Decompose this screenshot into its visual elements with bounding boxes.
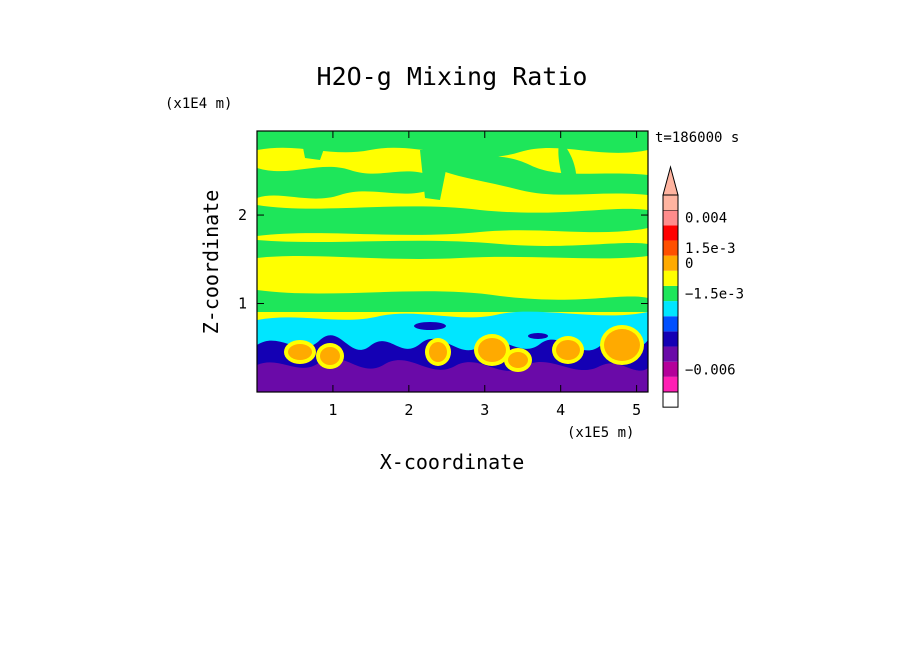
contour-blob <box>508 352 528 368</box>
plot-frame <box>256 130 649 393</box>
colorbar-swatch <box>663 285 678 302</box>
colorbar-label: 1.5e-3 <box>685 241 736 257</box>
x-tick-label: 1 <box>328 401 337 419</box>
contour-band-purple <box>257 358 648 392</box>
colorbar-swatch <box>663 361 678 377</box>
contour-band-green <box>440 150 648 195</box>
x-tick-label: 4 <box>556 401 565 419</box>
x-axis-unit: (x1E5 m) <box>567 425 634 441</box>
colorbar-arrow <box>662 165 679 196</box>
contour-band-green <box>300 132 330 160</box>
colorbar-outline <box>662 194 679 393</box>
colorbar-label: −1.5e-3 <box>685 287 744 303</box>
contour-blob <box>429 342 447 362</box>
y-tick-label: 1 <box>238 295 247 313</box>
colorbar: 0.004 1.5e-30 −1.5e-3 −0.006 <box>662 165 744 408</box>
contour-band-green <box>257 240 648 259</box>
colorbar-label: 0.004 <box>685 211 727 227</box>
contour-band-green <box>257 166 430 199</box>
contour-band-blue <box>414 322 446 330</box>
colorbar-swatch <box>663 346 678 362</box>
y-axis-unit: (x1E4 m) <box>165 96 232 112</box>
x-tick-label: 3 <box>480 401 489 419</box>
contour-band-green <box>558 140 577 190</box>
x-axis-label: X-coordinate <box>380 450 525 474</box>
contour-band-green <box>257 205 648 236</box>
colorbar-swatch <box>663 316 678 332</box>
contour-blob <box>320 347 340 365</box>
colorbar-swatch <box>663 331 678 347</box>
time-label: t=186000 s <box>655 130 739 146</box>
x-tick-label: 2 <box>404 401 413 419</box>
colorbar-swatch <box>663 376 678 392</box>
x-tick-label: 5 <box>632 401 641 419</box>
colorbar-swatch <box>663 195 678 211</box>
axis-ticks: 1 2 3 4 5 1 2 <box>238 131 648 419</box>
contour-band-green <box>257 131 648 158</box>
colorbar-label: −0.006 <box>685 362 736 378</box>
contour-blob <box>288 344 312 360</box>
colorbar-swatch <box>663 240 678 256</box>
y-tick-label: 2 <box>238 206 247 224</box>
contour-band-blue <box>528 333 548 339</box>
contour-band-green <box>257 290 648 312</box>
colorbar-label: 0 <box>685 256 693 272</box>
colorbar-swatch <box>663 301 678 317</box>
contour-blob <box>556 340 580 360</box>
contour-band-green <box>420 150 450 200</box>
colorbar-swatch <box>663 225 678 241</box>
contour-blob <box>478 338 506 362</box>
chart-title: H2O-g Mixing Ratio <box>317 62 588 91</box>
colorbar-swatch <box>663 210 678 226</box>
colorbar-swatch <box>663 255 678 271</box>
colorbar-swatch <box>663 270 678 286</box>
contour-plot-area <box>257 131 648 392</box>
contour-blob <box>604 329 640 361</box>
y-axis-label: Z-coordinate <box>199 190 223 335</box>
